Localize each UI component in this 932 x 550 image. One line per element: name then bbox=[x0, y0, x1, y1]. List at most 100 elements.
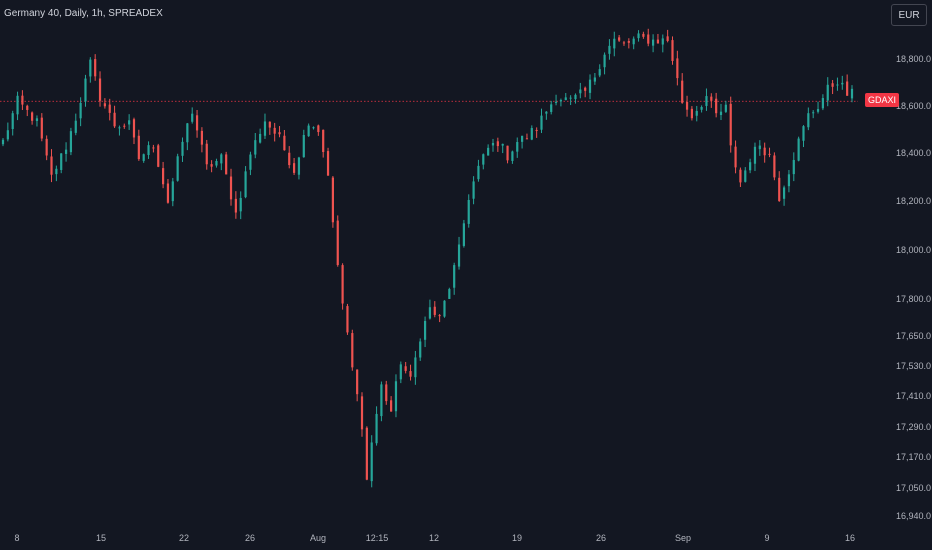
candle bbox=[773, 152, 776, 181]
candle bbox=[55, 165, 58, 182]
candle bbox=[390, 396, 393, 412]
candle bbox=[181, 137, 184, 162]
candle bbox=[103, 98, 106, 109]
candle bbox=[297, 156, 301, 180]
candle bbox=[322, 129, 325, 158]
candle-body bbox=[195, 115, 199, 131]
candle bbox=[142, 153, 145, 163]
price-axis-label: 18,400.0 bbox=[896, 148, 932, 159]
candle-body bbox=[113, 112, 116, 127]
candle-body bbox=[525, 138, 529, 140]
candle bbox=[161, 161, 165, 189]
candle-body bbox=[302, 134, 305, 158]
candle-body bbox=[69, 131, 73, 153]
candle-body bbox=[734, 146, 737, 168]
candle bbox=[123, 123, 126, 129]
candle-body bbox=[161, 168, 165, 185]
candle bbox=[627, 38, 630, 49]
price-axis-label: 17,290.0 bbox=[896, 421, 932, 432]
candle-body bbox=[16, 95, 19, 115]
candle-body bbox=[467, 199, 470, 224]
candle-body bbox=[579, 89, 582, 94]
candle bbox=[666, 29, 669, 43]
candle bbox=[176, 153, 179, 182]
candle-body bbox=[457, 244, 461, 267]
candle bbox=[244, 166, 247, 199]
candle-body bbox=[249, 154, 252, 170]
candle bbox=[763, 142, 766, 163]
candle bbox=[414, 350, 417, 385]
time-axis-label: 12:15 bbox=[365, 533, 389, 543]
candle bbox=[676, 50, 679, 86]
candle-body bbox=[554, 101, 558, 103]
candle-body bbox=[550, 104, 553, 112]
candle-body bbox=[836, 84, 839, 86]
candle bbox=[35, 115, 39, 127]
candle bbox=[462, 219, 465, 248]
candle-body bbox=[35, 118, 39, 121]
candle bbox=[569, 95, 572, 106]
candle-body bbox=[166, 183, 170, 203]
currency-button[interactable]: EUR bbox=[891, 4, 927, 26]
time-axis-label: 8 bbox=[14, 533, 20, 543]
candle-body bbox=[501, 143, 504, 146]
candle bbox=[685, 95, 689, 117]
candle-body bbox=[724, 104, 727, 112]
candle bbox=[147, 141, 150, 159]
price-axis-label: 18,800.0 bbox=[896, 54, 932, 64]
candle bbox=[579, 82, 582, 99]
candle-body bbox=[171, 181, 174, 202]
candle-body bbox=[778, 177, 781, 202]
candle-body bbox=[443, 300, 446, 317]
candle-body bbox=[394, 381, 398, 412]
candle-body bbox=[797, 138, 800, 161]
candle bbox=[690, 106, 694, 121]
candle bbox=[453, 262, 456, 295]
candle-body bbox=[472, 181, 475, 199]
candle bbox=[31, 111, 34, 125]
candle bbox=[346, 303, 349, 335]
candle bbox=[550, 100, 553, 115]
candle-body bbox=[278, 132, 281, 135]
candle bbox=[651, 34, 655, 53]
candle-body bbox=[307, 125, 310, 137]
candle-body bbox=[787, 174, 791, 187]
candle bbox=[399, 361, 402, 384]
candle bbox=[778, 171, 781, 202]
candle bbox=[734, 140, 737, 174]
candle-body bbox=[273, 127, 276, 134]
candle bbox=[753, 142, 757, 172]
candle-body bbox=[807, 113, 810, 128]
candle bbox=[472, 176, 475, 205]
candle-body bbox=[739, 169, 742, 183]
candle bbox=[157, 143, 160, 168]
candle-body bbox=[593, 77, 596, 82]
candle bbox=[16, 91, 19, 121]
candle bbox=[84, 74, 87, 107]
candle-body bbox=[753, 146, 757, 164]
price-axis-label: 18,000.0 bbox=[896, 244, 932, 255]
candle bbox=[850, 85, 854, 103]
candle-body bbox=[782, 187, 786, 199]
candle bbox=[681, 73, 684, 104]
candle bbox=[715, 92, 718, 118]
candle bbox=[613, 31, 616, 57]
candle bbox=[710, 93, 713, 108]
candle-body bbox=[773, 155, 776, 178]
candle-body bbox=[385, 384, 388, 402]
time-axis-label: 15 bbox=[95, 533, 107, 543]
candle-body bbox=[695, 110, 698, 116]
candle bbox=[749, 158, 752, 174]
candle bbox=[564, 93, 567, 101]
candle-body bbox=[749, 162, 752, 171]
candle bbox=[724, 100, 727, 113]
candle bbox=[433, 301, 436, 318]
candle bbox=[171, 177, 174, 207]
candle-body bbox=[288, 152, 291, 166]
candle-body bbox=[569, 97, 572, 99]
candle bbox=[423, 316, 427, 348]
candle-body bbox=[608, 45, 611, 54]
price-axis-label: 17,170.0 bbox=[896, 452, 932, 463]
candle bbox=[326, 147, 330, 176]
